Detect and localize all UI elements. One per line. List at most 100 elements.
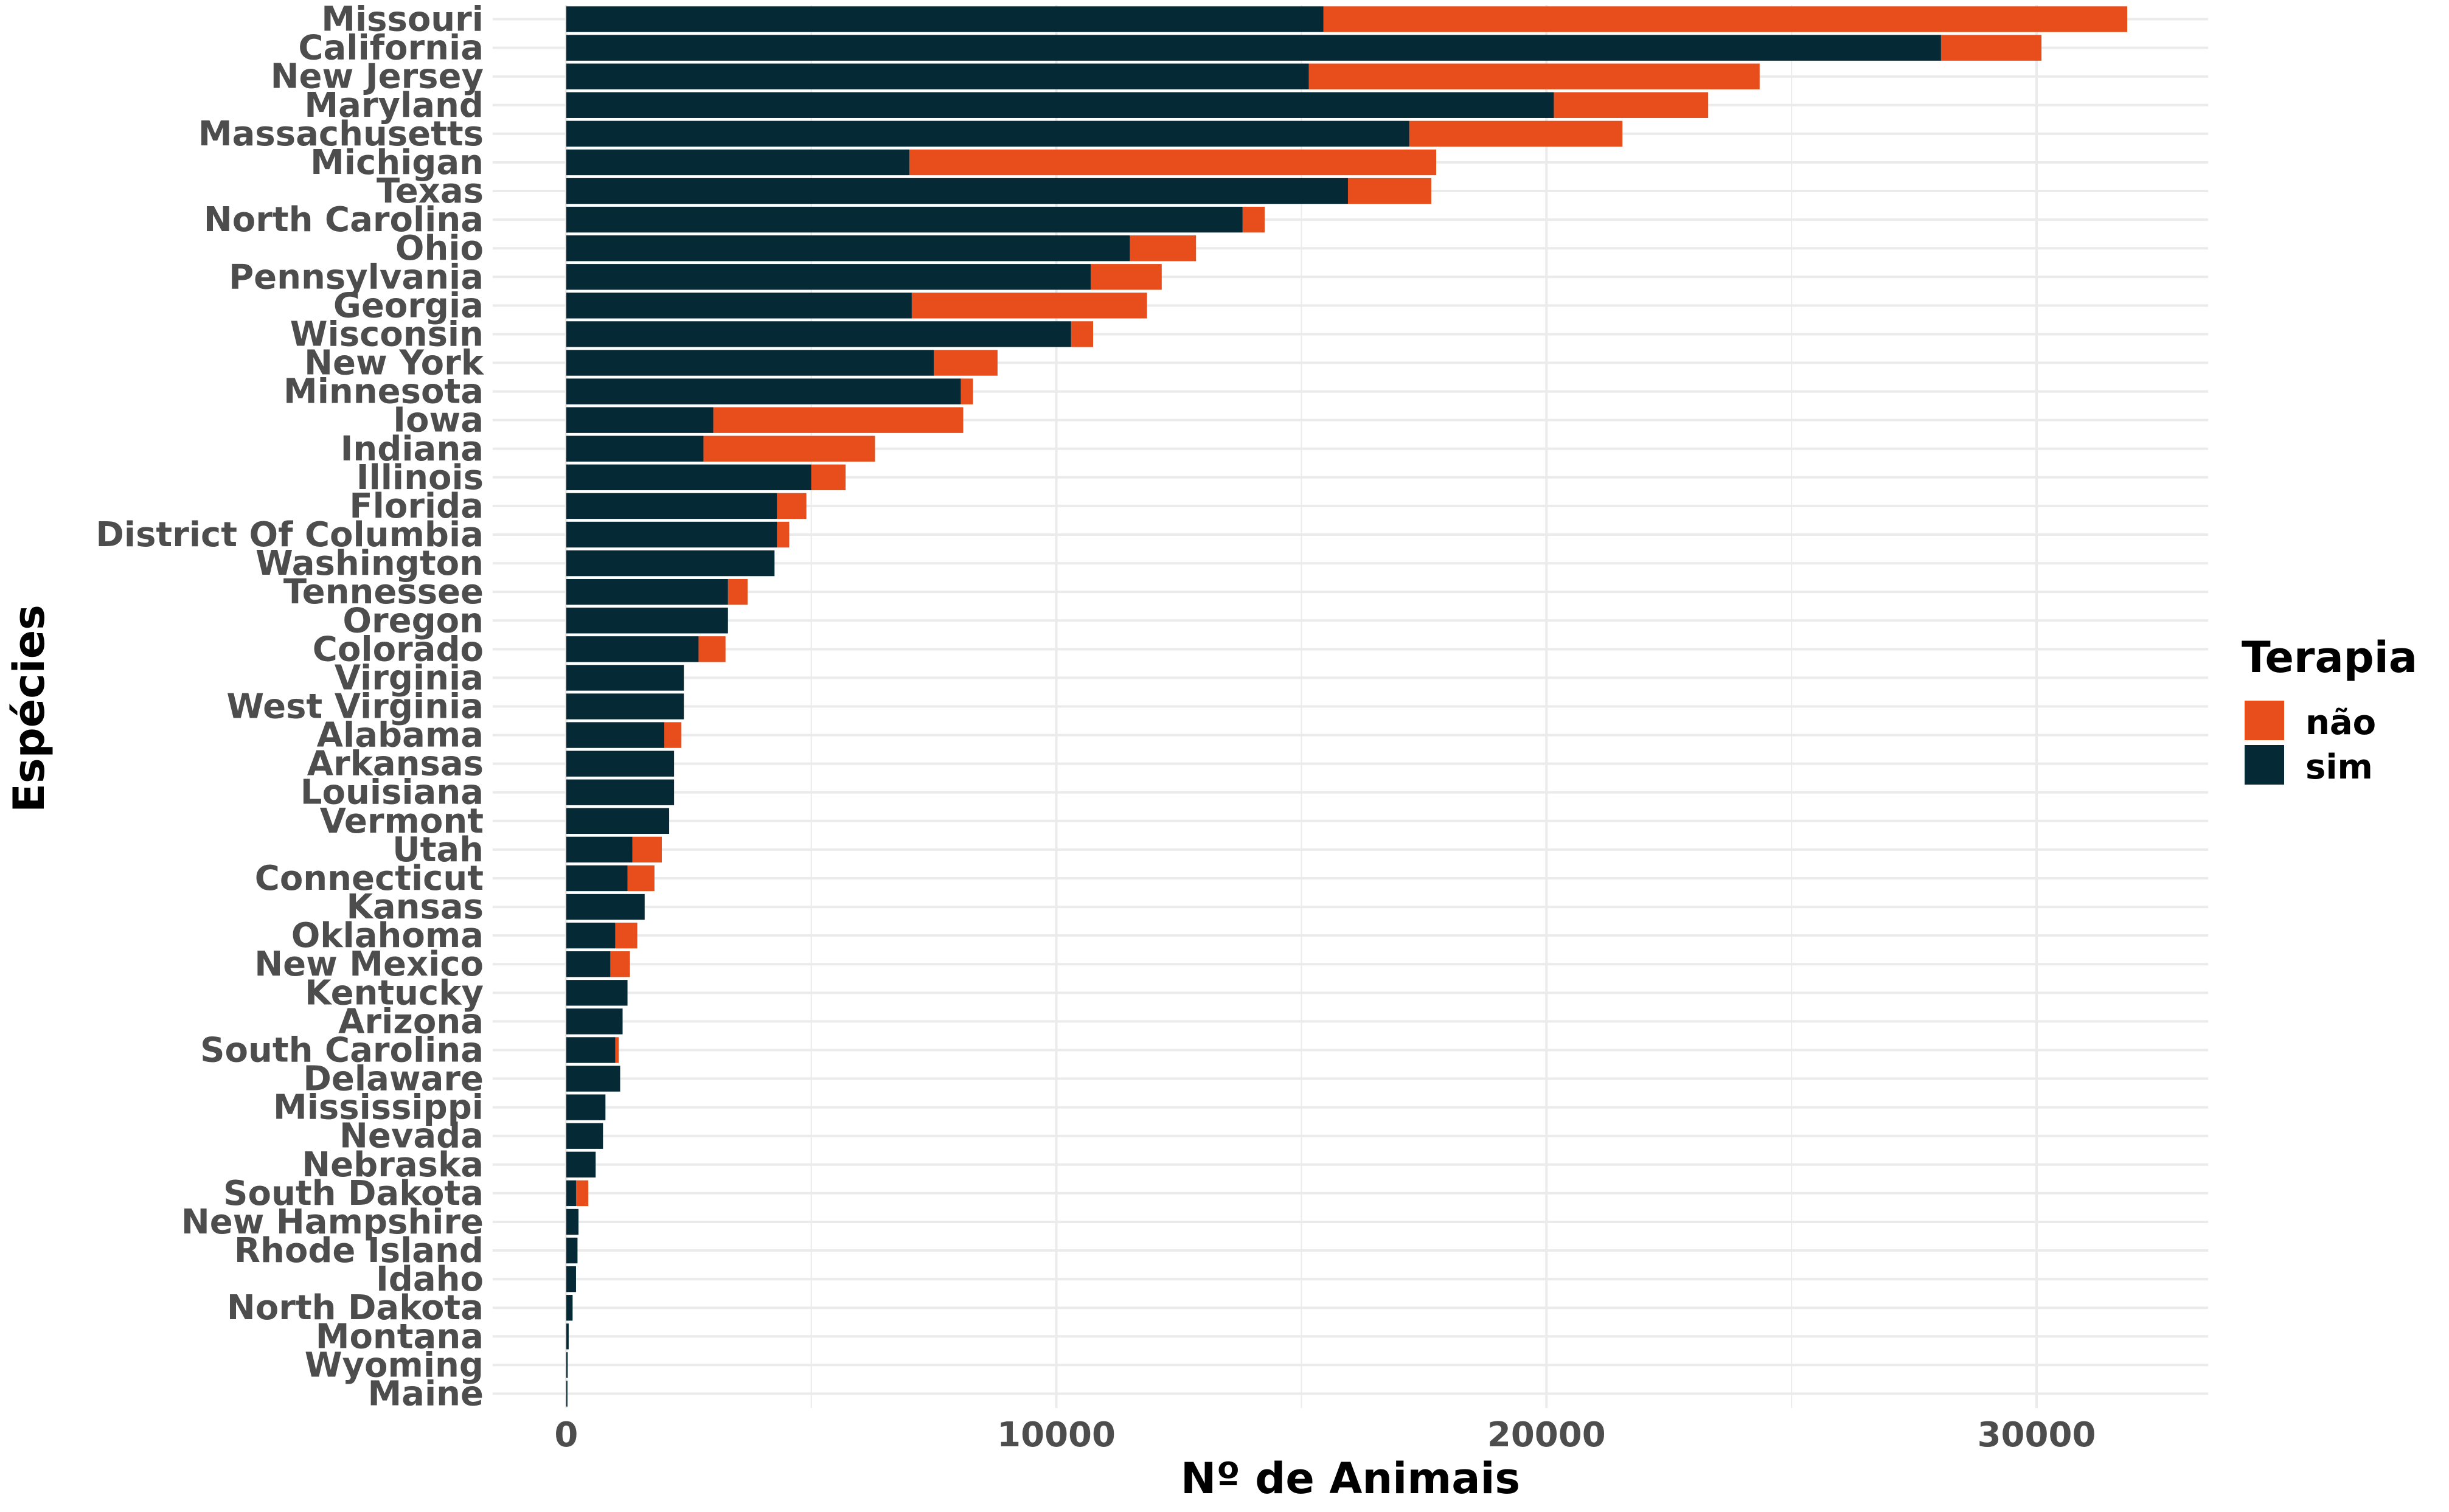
bar-sim (566, 578, 728, 605)
bar-sim (566, 521, 777, 548)
bar-nao (664, 722, 682, 748)
bar-nao (960, 378, 973, 404)
bar-nao (703, 435, 875, 462)
bar-sim (566, 92, 1554, 118)
legend-swatch-nao (2245, 701, 2284, 740)
y-tick-label: South Dakota (223, 1174, 484, 1213)
bar-sim (566, 922, 616, 949)
bar-sim (566, 178, 1348, 204)
x-tick-label: 10000 (997, 1415, 1116, 1455)
y-tick-label: Massachusetts (198, 114, 484, 154)
y-tick-label: New York (304, 344, 485, 383)
legend-label-nao: não (2305, 703, 2376, 743)
bar-sim (566, 1323, 569, 1350)
y-tick-label: Oklahoma (291, 916, 484, 955)
bar-sim (566, 1352, 568, 1378)
y-tick-label: Virginia (335, 658, 484, 698)
bar-nao (610, 951, 630, 977)
y-tick-label: Tennessee (283, 572, 484, 612)
y-tick-label: North Dakota (227, 1288, 484, 1328)
y-tick-label: Alabama (317, 716, 484, 755)
bar-nao (1242, 206, 1265, 233)
x-tick-label: 30000 (1978, 1415, 2096, 1455)
y-tick-label: Texas (377, 172, 484, 211)
bar-sim (566, 1123, 603, 1149)
y-tick-label: Ohio (395, 229, 484, 268)
y-tick-label: South Carolina (200, 1030, 484, 1070)
bar-nao (777, 521, 790, 548)
bar-sim (566, 1180, 576, 1207)
y-tick-label: Colorado (313, 629, 484, 669)
bar-nao (1090, 264, 1162, 290)
bar-nao (627, 865, 655, 892)
y-tick-label: Louisiana (300, 773, 484, 813)
y-tick-label: Georgia (333, 286, 484, 325)
y-tick-label: Oregon (342, 601, 484, 640)
bar-nao (1071, 321, 1093, 347)
y-tick-label: Delaware (303, 1059, 484, 1099)
bar-sim (566, 206, 1243, 233)
y-tick-label: North Carolina (204, 200, 484, 240)
y-tick-label: Missouri (321, 0, 484, 40)
bar-sim (566, 493, 777, 519)
legend-title: Terapia (2242, 633, 2417, 682)
bar-nao (811, 464, 846, 491)
bar-sim (566, 1094, 606, 1120)
y-tick-label: Michigan (310, 143, 484, 182)
y-tick-label: Kansas (346, 887, 484, 927)
y-tick-label: District Of Columbia (96, 515, 484, 555)
bar-sim (566, 120, 1409, 147)
bar-sim (566, 149, 909, 176)
bar-sim (566, 1381, 568, 1407)
y-tick-label: Indiana (341, 429, 484, 469)
legend-swatch-sim (2245, 745, 2284, 785)
bar-sim (566, 893, 645, 920)
y-tick-label: Idaho (376, 1260, 484, 1299)
y-tick-label: Maine (367, 1374, 484, 1413)
y-tick-label: Iowa (393, 401, 484, 440)
y-tick-label: Pennsylvania (229, 257, 484, 297)
bar-sim (566, 608, 728, 634)
bar-nao (713, 407, 964, 433)
bar-sim (566, 63, 1309, 89)
y-tick-label: Nebraska (302, 1145, 484, 1185)
y-tick-label: Rhode Island (234, 1231, 484, 1271)
x-tick-label: 0 (554, 1415, 578, 1455)
bar-sim (566, 350, 934, 376)
bar-nao (615, 1037, 619, 1063)
bar-sim (566, 235, 1130, 262)
x-tick-label: 20000 (1487, 1415, 1606, 1455)
bar-nao (1323, 6, 2128, 32)
bar-sim (566, 378, 961, 404)
bar-sim (566, 1066, 620, 1092)
bar-sim (566, 865, 628, 892)
bar-nao (909, 149, 1436, 176)
bar-sim (566, 751, 675, 777)
legend: Terapia não sim (2242, 633, 2417, 787)
bar-sim (566, 464, 811, 491)
bar-nao (1130, 235, 1197, 262)
y-tick-label: Maryland (304, 86, 484, 125)
y-tick-label: Wisconsin (290, 314, 484, 354)
bar-nao (615, 922, 637, 949)
bar-nao (698, 636, 726, 662)
bar-sim (566, 1295, 573, 1321)
y-tick-label: Vermont (320, 802, 484, 841)
bar-nao (911, 293, 1147, 319)
y-tick-label: Florida (349, 487, 484, 526)
bar-sim (566, 779, 675, 805)
y-tick-label: Washington (255, 544, 484, 583)
y-tick-label: West Virginia (226, 687, 484, 727)
y-tick-label: New Jersey (271, 57, 484, 97)
bar-sim (566, 722, 664, 748)
bar-nao (1347, 178, 1431, 204)
bar-nao (1308, 63, 1760, 89)
bar-sim (566, 836, 633, 863)
bar-sim (566, 321, 1071, 347)
bar-sim (566, 435, 704, 462)
bar-sim (566, 665, 684, 691)
y-tick-label: Mississippi (273, 1088, 484, 1128)
y-tick-label: Illinois (356, 458, 484, 498)
